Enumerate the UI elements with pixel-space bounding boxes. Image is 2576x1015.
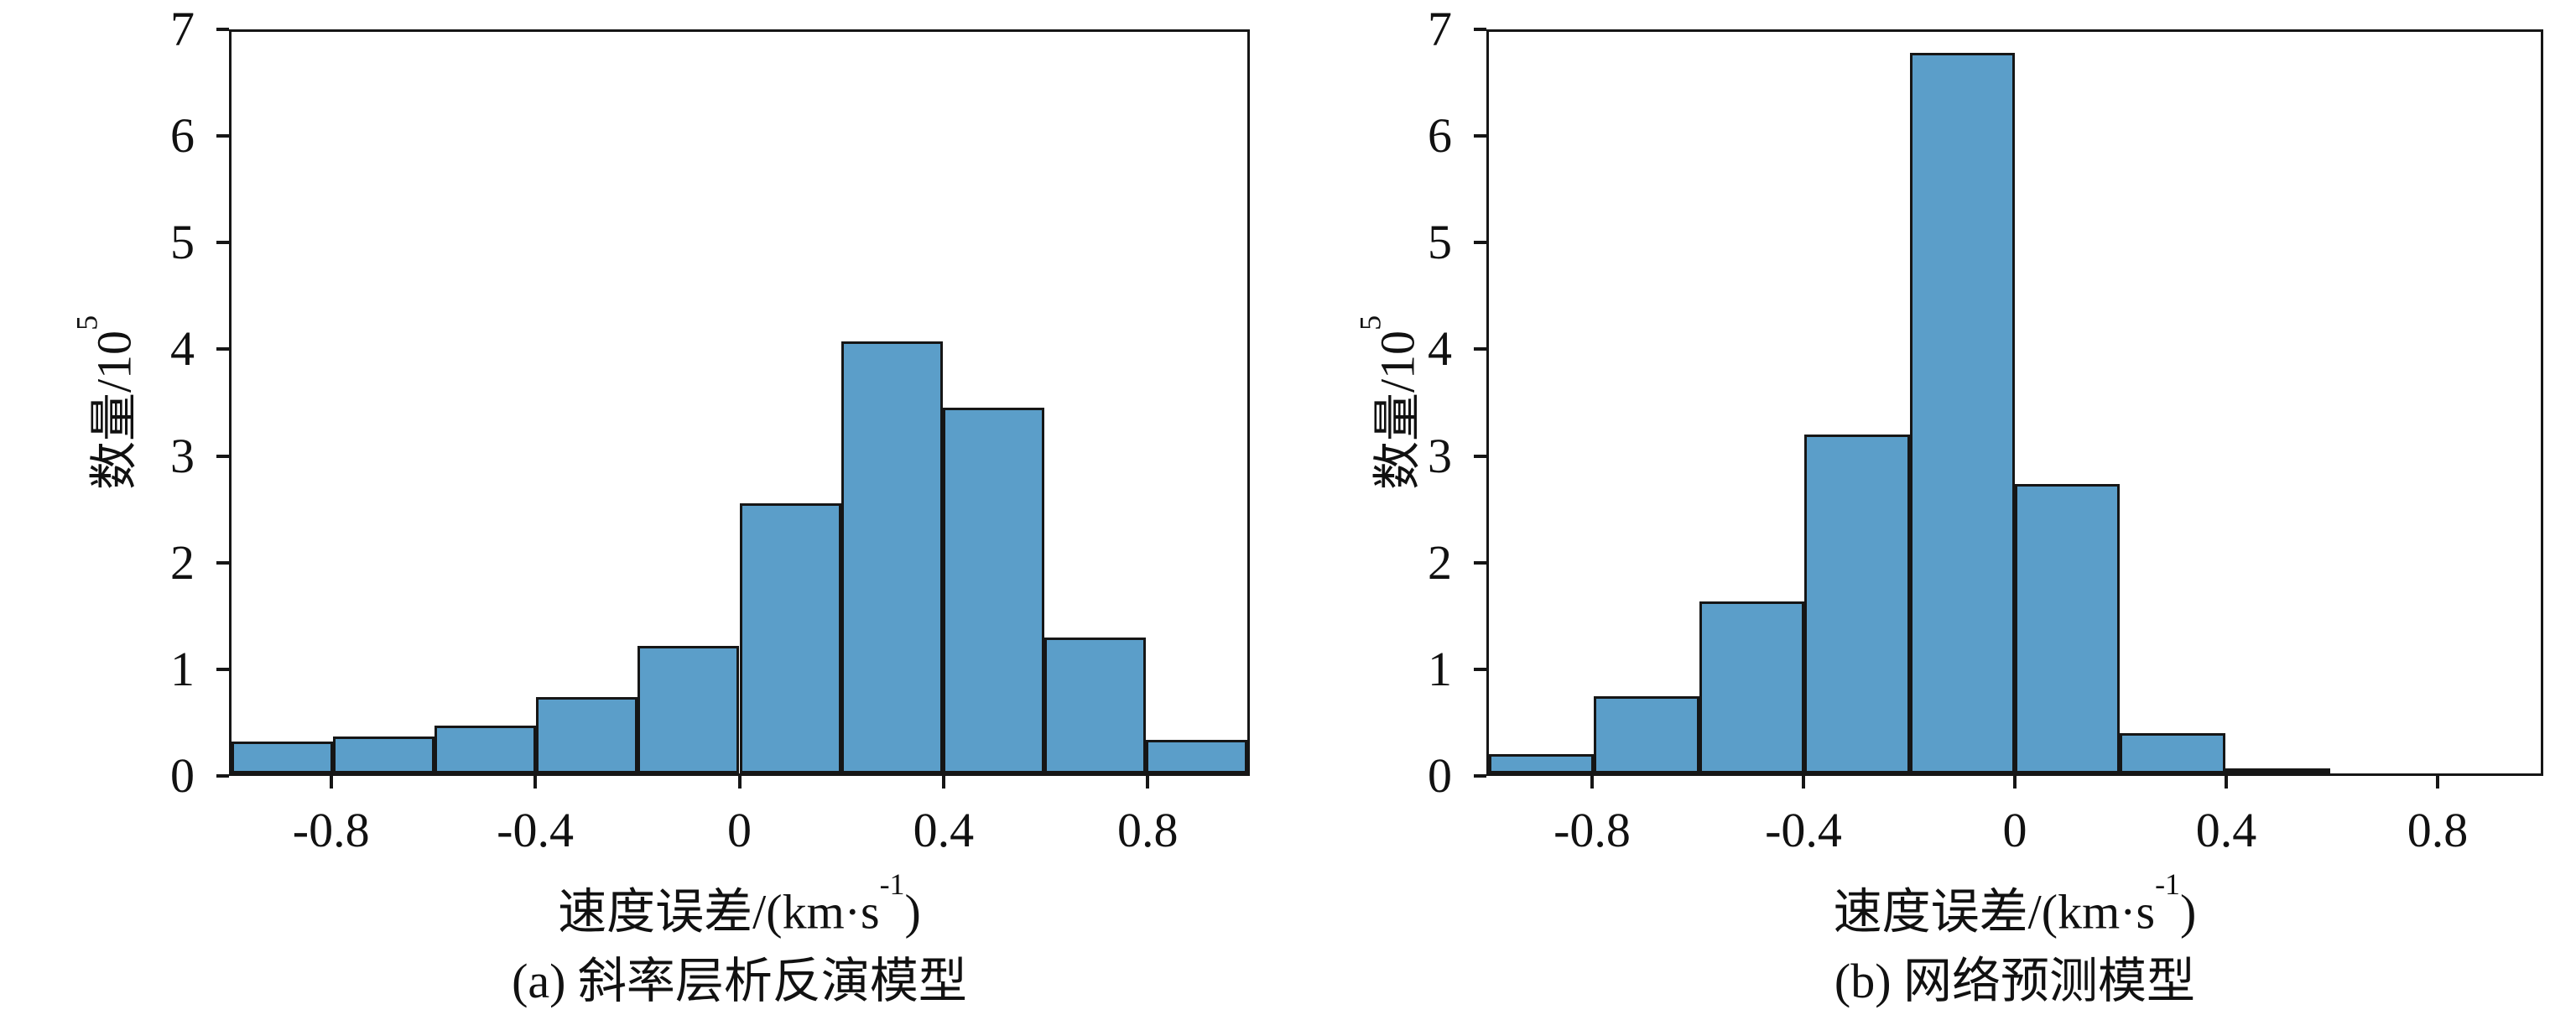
x-tick [941, 776, 945, 789]
histogram-bar [232, 742, 334, 773]
x-tick-label: -0.8 [1553, 803, 1631, 857]
x-axis-label-text: 速度误差/(km·s [558, 884, 880, 940]
y-tick-label: 5 [1428, 215, 1452, 270]
y-tick [216, 667, 229, 671]
x-axis-label-close: ) [2180, 884, 2197, 940]
y-tick-label: 0 [170, 748, 195, 803]
y-tick [1474, 28, 1486, 31]
x-tick [533, 776, 538, 789]
x-axis-label-superscript: -1 [2155, 867, 2181, 902]
chart-caption-a: (a) 斜率层析反演模型 [512, 954, 967, 1008]
plot-area-b [1486, 29, 2543, 776]
x-tick-label: 0.4 [2195, 803, 2257, 857]
y-tick-label: 1 [1428, 641, 1452, 696]
y-tick-label: 1 [170, 641, 195, 696]
x-tick [2225, 776, 2228, 789]
y-tick-label: 7 [1428, 2, 1452, 56]
x-tick [1146, 776, 1150, 789]
histogram-bar [637, 646, 740, 773]
histogram-bar [2015, 484, 2121, 773]
x-tick [2013, 776, 2017, 789]
histogram-bar [1594, 695, 1699, 773]
histogram-bar [1489, 754, 1595, 773]
y-tick [1474, 134, 1486, 138]
x-tick-label: -0.4 [1765, 803, 1842, 857]
y-tick-label: 4 [1428, 321, 1452, 377]
y-tick [1474, 454, 1486, 458]
plot-area-a [229, 29, 1250, 776]
x-axis-label-text: 速度误差/(km·s [1833, 884, 2156, 940]
x-tick [329, 776, 333, 789]
histogram-bar [942, 408, 1044, 773]
x-tick [1802, 776, 1805, 789]
y-tick [216, 134, 229, 138]
histogram-bar [1145, 739, 1247, 773]
x-tick [1590, 776, 1594, 789]
y-tick [216, 347, 229, 351]
histogram-bar [2120, 733, 2225, 773]
x-axis-label-close: ) [904, 884, 921, 940]
y-tick-label: 6 [1428, 108, 1452, 164]
y-tick-label: 3 [170, 428, 195, 483]
histogram-bar [1043, 638, 1146, 773]
x-tick-label: -0.8 [292, 803, 370, 857]
x-tick [2436, 776, 2439, 789]
x-tick-label: 0.4 [913, 803, 975, 857]
y-tick-label: 7 [170, 2, 195, 56]
y-tick [1474, 347, 1486, 351]
histogram-bar [333, 736, 435, 773]
x-tick [737, 776, 742, 789]
y-tick [1474, 774, 1486, 778]
y-tick-label: 4 [170, 321, 195, 377]
histogram-bar [435, 726, 537, 773]
histogram-bar [739, 502, 841, 773]
x-axis-label-superscript: -1 [879, 867, 905, 902]
y-tick [1474, 560, 1486, 565]
x-tick-label: 0.8 [2407, 803, 2469, 857]
y-tick [216, 28, 229, 31]
x-tick-label: -0.4 [497, 803, 575, 857]
histogram-bar [2225, 768, 2331, 773]
chart-caption-b: (b) 网络预测模型 [1834, 954, 2196, 1008]
histogram-bar [1909, 53, 2015, 773]
y-tick-label: 0 [1428, 748, 1452, 803]
y-tick-label: 3 [1428, 428, 1452, 483]
x-axis-label: 速度误差/(km·s-1) [558, 867, 921, 942]
histogram-bar [840, 341, 943, 773]
y-tick-label: 6 [170, 108, 195, 164]
histogram-bar [1804, 434, 1910, 773]
x-tick-label: 0 [2002, 803, 2027, 857]
y-tick [216, 454, 229, 458]
y-tick-label: 2 [170, 534, 195, 590]
y-tick [1474, 667, 1486, 671]
histogram-bar [1699, 601, 1805, 773]
x-axis-label: 速度误差/(km·s-1) [1833, 867, 2197, 942]
histogram-bar [536, 697, 638, 773]
y-tick-label: 5 [170, 215, 195, 270]
y-tick [216, 774, 229, 778]
y-tick [1474, 241, 1486, 245]
y-tick [216, 560, 229, 565]
y-tick-label: 2 [1428, 534, 1452, 590]
y-tick [216, 241, 229, 245]
x-tick-label: 0.8 [1117, 803, 1179, 857]
x-tick-label: 0 [727, 803, 752, 857]
